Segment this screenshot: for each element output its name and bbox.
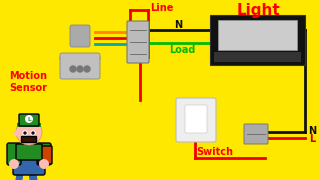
Bar [210,15,305,65]
Circle shape [16,119,42,145]
FancyBboxPatch shape [127,21,149,63]
Circle shape [70,66,76,72]
FancyBboxPatch shape [19,114,39,126]
FancyBboxPatch shape [70,25,90,47]
Text: Line: Line [150,3,174,13]
Text: N: N [174,20,182,30]
Circle shape [23,131,27,135]
Circle shape [31,131,35,135]
Bar [218,20,297,50]
Circle shape [39,159,49,169]
FancyBboxPatch shape [244,124,268,144]
FancyBboxPatch shape [13,145,45,175]
Wedge shape [60,57,100,77]
Polygon shape [28,170,38,180]
Circle shape [84,66,90,72]
FancyBboxPatch shape [37,143,51,165]
FancyBboxPatch shape [38,146,52,164]
Bar [17,123,41,127]
Circle shape [9,159,19,169]
FancyBboxPatch shape [16,144,42,160]
Polygon shape [15,170,24,180]
Text: Switch: Switch [196,147,234,157]
FancyBboxPatch shape [185,105,207,133]
FancyBboxPatch shape [60,53,100,79]
Circle shape [14,130,20,136]
Text: N: N [308,126,316,136]
Circle shape [25,115,33,123]
Text: L: L [309,134,315,144]
Text: Load: Load [169,45,195,55]
Text: Motion
Sensor: Motion Sensor [9,71,47,93]
FancyBboxPatch shape [21,136,36,143]
Circle shape [32,132,34,134]
FancyBboxPatch shape [176,98,216,142]
Text: Light: Light [236,3,280,17]
Text: L: L [27,116,31,122]
Bar [214,52,301,62]
Circle shape [24,132,26,134]
Circle shape [77,66,83,72]
FancyBboxPatch shape [7,143,21,165]
